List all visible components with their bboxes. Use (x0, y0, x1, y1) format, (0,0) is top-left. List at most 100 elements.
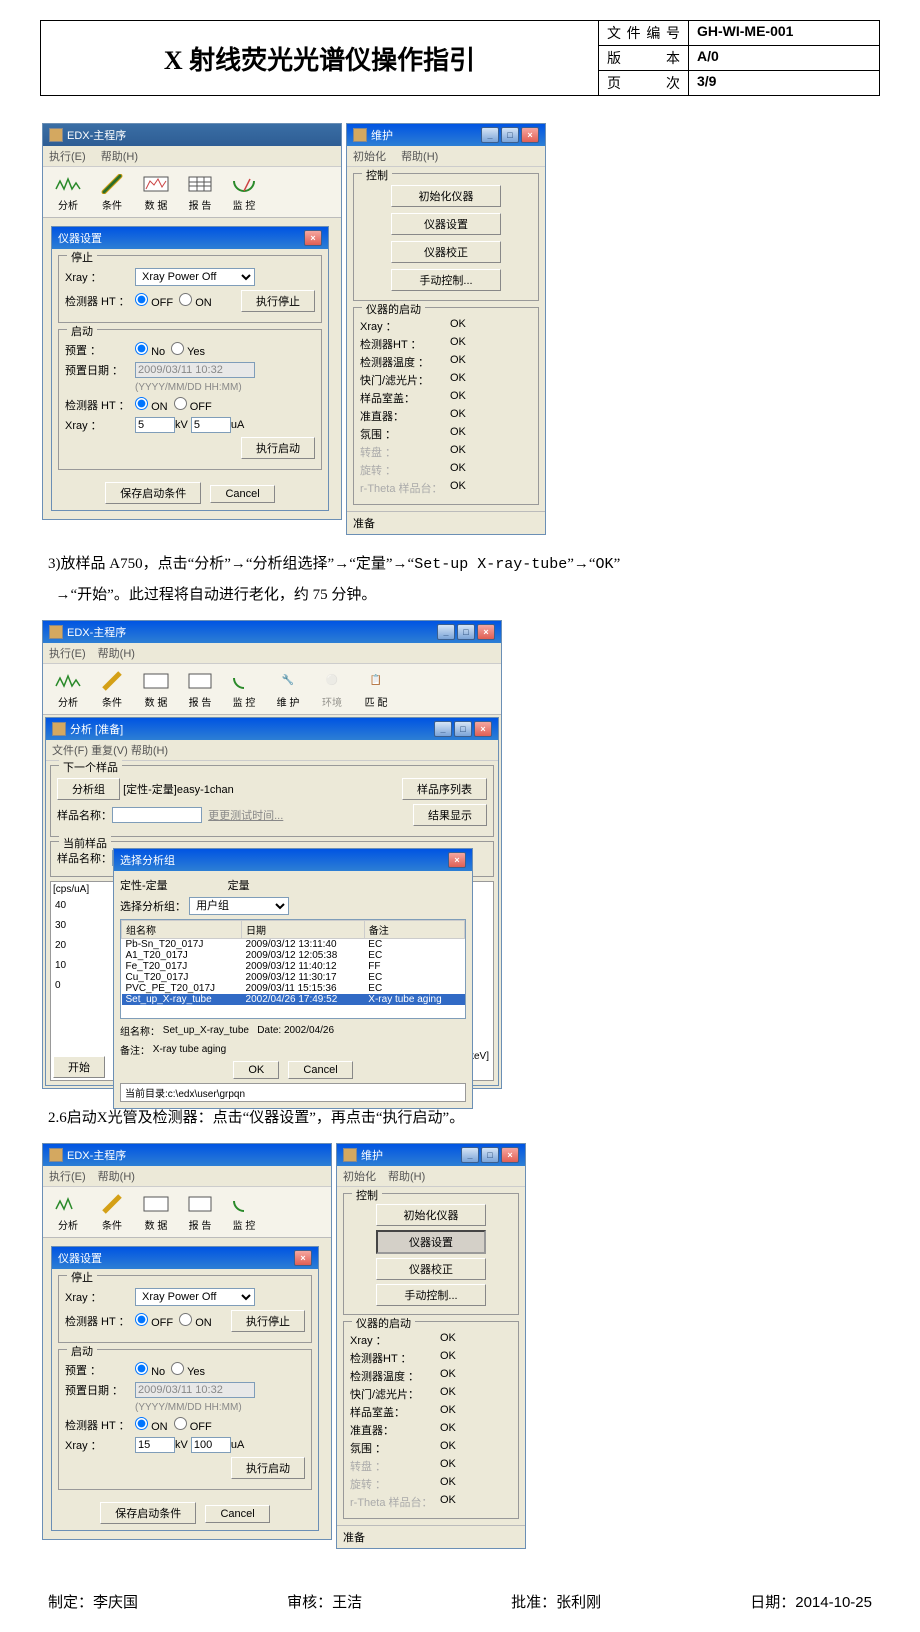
status-bar: 准备 (347, 511, 545, 534)
xray-power-select[interactable]: Xray Power Off (135, 268, 255, 286)
preset-yes-radio[interactable]: Yes (171, 342, 205, 358)
change-time-link[interactable]: 更更测试时间... (208, 807, 283, 823)
kv-input-2[interactable] (135, 1437, 175, 1453)
tool-report[interactable]: 报 告 (179, 1191, 221, 1233)
close-icon[interactable]: × (521, 127, 539, 143)
ht-on-radio[interactable]: ON (179, 293, 212, 309)
select-group-dialog: 选择分析组× 定性-定量 定量 选择分析组： 用户组 组名称日期备注 Pb-Sn… (113, 848, 473, 1109)
save-cond-button[interactable]: 保存启动条件 (100, 1502, 196, 1524)
tool-condition[interactable]: 条件 (91, 171, 133, 213)
tool-monitor[interactable]: 监 控 (223, 1191, 265, 1233)
app-icon (49, 128, 63, 142)
ht-off-radio2[interactable]: OFF (174, 397, 212, 413)
tool-condition[interactable]: 条件 (91, 668, 133, 710)
tool-monitor[interactable]: 监 控 (223, 171, 265, 213)
app-icon (49, 625, 63, 639)
edx-toolbar: 分析 条件 数 据 报 告 监 控 (43, 167, 341, 218)
close-icon[interactable]: × (448, 852, 466, 868)
ht-off-radio[interactable]: OFF (135, 293, 173, 309)
minimize-icon[interactable]: _ (437, 624, 455, 640)
ok-button[interactable]: OK (233, 1061, 279, 1079)
maintenance-window: 维护 _ □ × 初始化 帮助(H) 控制 初始化仪器 仪器设置 仪器校正 手动… (346, 123, 546, 535)
ua-input-2[interactable] (191, 1437, 231, 1453)
preset-no-radio[interactable]: No (135, 342, 165, 358)
y-axis-label: [cps/uA] (53, 884, 89, 895)
tool-data[interactable]: 数 据 (135, 171, 177, 213)
exec-stop-button[interactable]: 执行停止 (231, 1310, 305, 1332)
tool-analysis[interactable]: 分析 (47, 1191, 89, 1233)
tool-maint[interactable]: 🔧维 护 (267, 668, 309, 710)
tool-match[interactable]: 📋匹 配 (355, 668, 397, 710)
manual-ctrl-button[interactable]: 手动控制... (391, 269, 501, 291)
exec-start-button[interactable]: 执行启动 (231, 1457, 305, 1479)
sample-seq-button[interactable]: 样品序列表 (402, 778, 487, 800)
edx-main-window-3: EDX-主程序 执行(E)帮助(H) 分析 条件 数 据 报 告 监 控 仪器设… (42, 1143, 332, 1540)
preset-date-input[interactable] (135, 362, 255, 378)
page-label: 页 次 (599, 71, 689, 95)
exec-stop-button[interactable]: 执行停止 (241, 290, 315, 312)
cancel-button[interactable]: Cancel (288, 1061, 352, 1079)
group-listbox[interactable]: 组名称日期备注 Pb-Sn_T20_017J2009/03/12 13:11:4… (120, 919, 466, 1019)
instr-calib-button[interactable]: 仪器校正 (391, 241, 501, 263)
instr-titlebar: 仪器设置 × (52, 227, 328, 249)
tool-condition[interactable]: 条件 (91, 1191, 133, 1233)
group-select[interactable]: 用户组 (189, 897, 289, 915)
sample-name-input[interactable] (112, 807, 202, 823)
analysis-window: 分析 [准备] _□× 文件(F) 重复(V) 帮助(H) 下一个样品 分析组 … (45, 717, 499, 1086)
tool-monitor[interactable]: 监 控 (223, 668, 265, 710)
tool-analysis[interactable]: 分析 (47, 171, 89, 213)
analysis-group-button[interactable]: 分析组 (57, 778, 120, 800)
menu-exec[interactable]: 执行(E) (49, 151, 86, 163)
edx-main-window-2: EDX-主程序 _ □ × 执行(E)帮助(H) 分析 条件 数 据 报 告 监… (42, 620, 502, 1089)
maint-menubar: 初始化 帮助(H) (347, 146, 545, 167)
init-instr-button[interactable]: 初始化仪器 (391, 185, 501, 207)
edx-menubar: 执行(E) 帮助(H) (43, 146, 341, 167)
ua-input[interactable] (191, 417, 231, 433)
tool-report[interactable]: 报 告 (179, 171, 221, 213)
result-disp-button[interactable]: 结果显示 (413, 804, 487, 826)
cancel-button[interactable]: Cancel (210, 485, 274, 503)
date: 日期：2014-10-25 (750, 1591, 872, 1612)
tool-analysis[interactable]: 分析 (47, 668, 89, 710)
checked-by: 审核：王洁 (287, 1591, 362, 1612)
made-by: 制定：李庆国 (48, 1591, 138, 1612)
maint-titlebar: 维护 _ □ × (347, 124, 545, 146)
instr-settings-button[interactable]: 仪器设置 (391, 213, 501, 235)
minimize-icon[interactable]: _ (481, 127, 499, 143)
edx-main-window: EDX-主程序 执行(E) 帮助(H) 分析 条件 数 据 报 告 监 控 仪器… (42, 123, 342, 520)
doc-footer: 制定：李庆国 审核：王洁 批准：张利刚 日期：2014-10-25 (40, 1591, 880, 1612)
status-group: 仪器的启动 Xray ：OK 检测器HT ：OK 检测器温度 ：OK 快门/滤光… (353, 307, 539, 505)
tool-data[interactable]: 数 据 (135, 1191, 177, 1233)
approved-by: 批准：张利刚 (511, 1591, 601, 1612)
close-icon[interactable]: × (477, 624, 495, 640)
maximize-icon[interactable]: □ (501, 127, 519, 143)
doc-no-label: 文件编号 (599, 21, 689, 45)
kv-input[interactable] (135, 417, 175, 433)
ht-on-radio2[interactable]: ON (135, 397, 168, 413)
tab-qual[interactable]: 定性-定量 (120, 877, 168, 893)
save-cond-button[interactable]: 保存启动条件 (105, 482, 201, 504)
menu-help[interactable]: 帮助(H) (401, 151, 438, 163)
start-button[interactable]: 开始 (53, 1056, 105, 1078)
menu-init[interactable]: 初始化 (353, 151, 386, 163)
current-dir: 当前目录:c:\edx\user\grpqn (120, 1083, 466, 1102)
maintenance-window-2: 维护 _□× 初始化帮助(H) 控制 初始化仪器 仪器设置 仪器校正 手动控制.… (336, 1143, 526, 1549)
close-icon[interactable]: × (304, 230, 322, 246)
tool-report[interactable]: 报 告 (179, 668, 221, 710)
stop-group: 停止 Xray ： Xray Power Off 检测器 HT ： OFF ON… (58, 255, 322, 323)
page: 3/9 (689, 71, 879, 95)
maximize-icon[interactable]: □ (457, 624, 475, 640)
doc-no: GH-WI-ME-001 (689, 21, 879, 45)
menu-help[interactable]: 帮助(H) (101, 151, 138, 163)
exec-start-button[interactable]: 执行启动 (241, 437, 315, 459)
tab-quant[interactable]: 定量 (228, 877, 250, 893)
tool-data[interactable]: 数 据 (135, 668, 177, 710)
date-hint: (YYYY/MM/DD HH:MM) (65, 382, 315, 393)
control-group: 控制 初始化仪器 仪器设置 仪器校正 手动控制... (353, 173, 539, 301)
app-icon (353, 128, 367, 142)
edx-title: EDX-主程序 (67, 127, 335, 143)
close-icon[interactable]: × (294, 1250, 312, 1266)
version-label: 版 本 (599, 46, 689, 70)
cancel-button[interactable]: Cancel (205, 1505, 269, 1523)
edx-titlebar: EDX-主程序 _ □ × (43, 621, 501, 643)
